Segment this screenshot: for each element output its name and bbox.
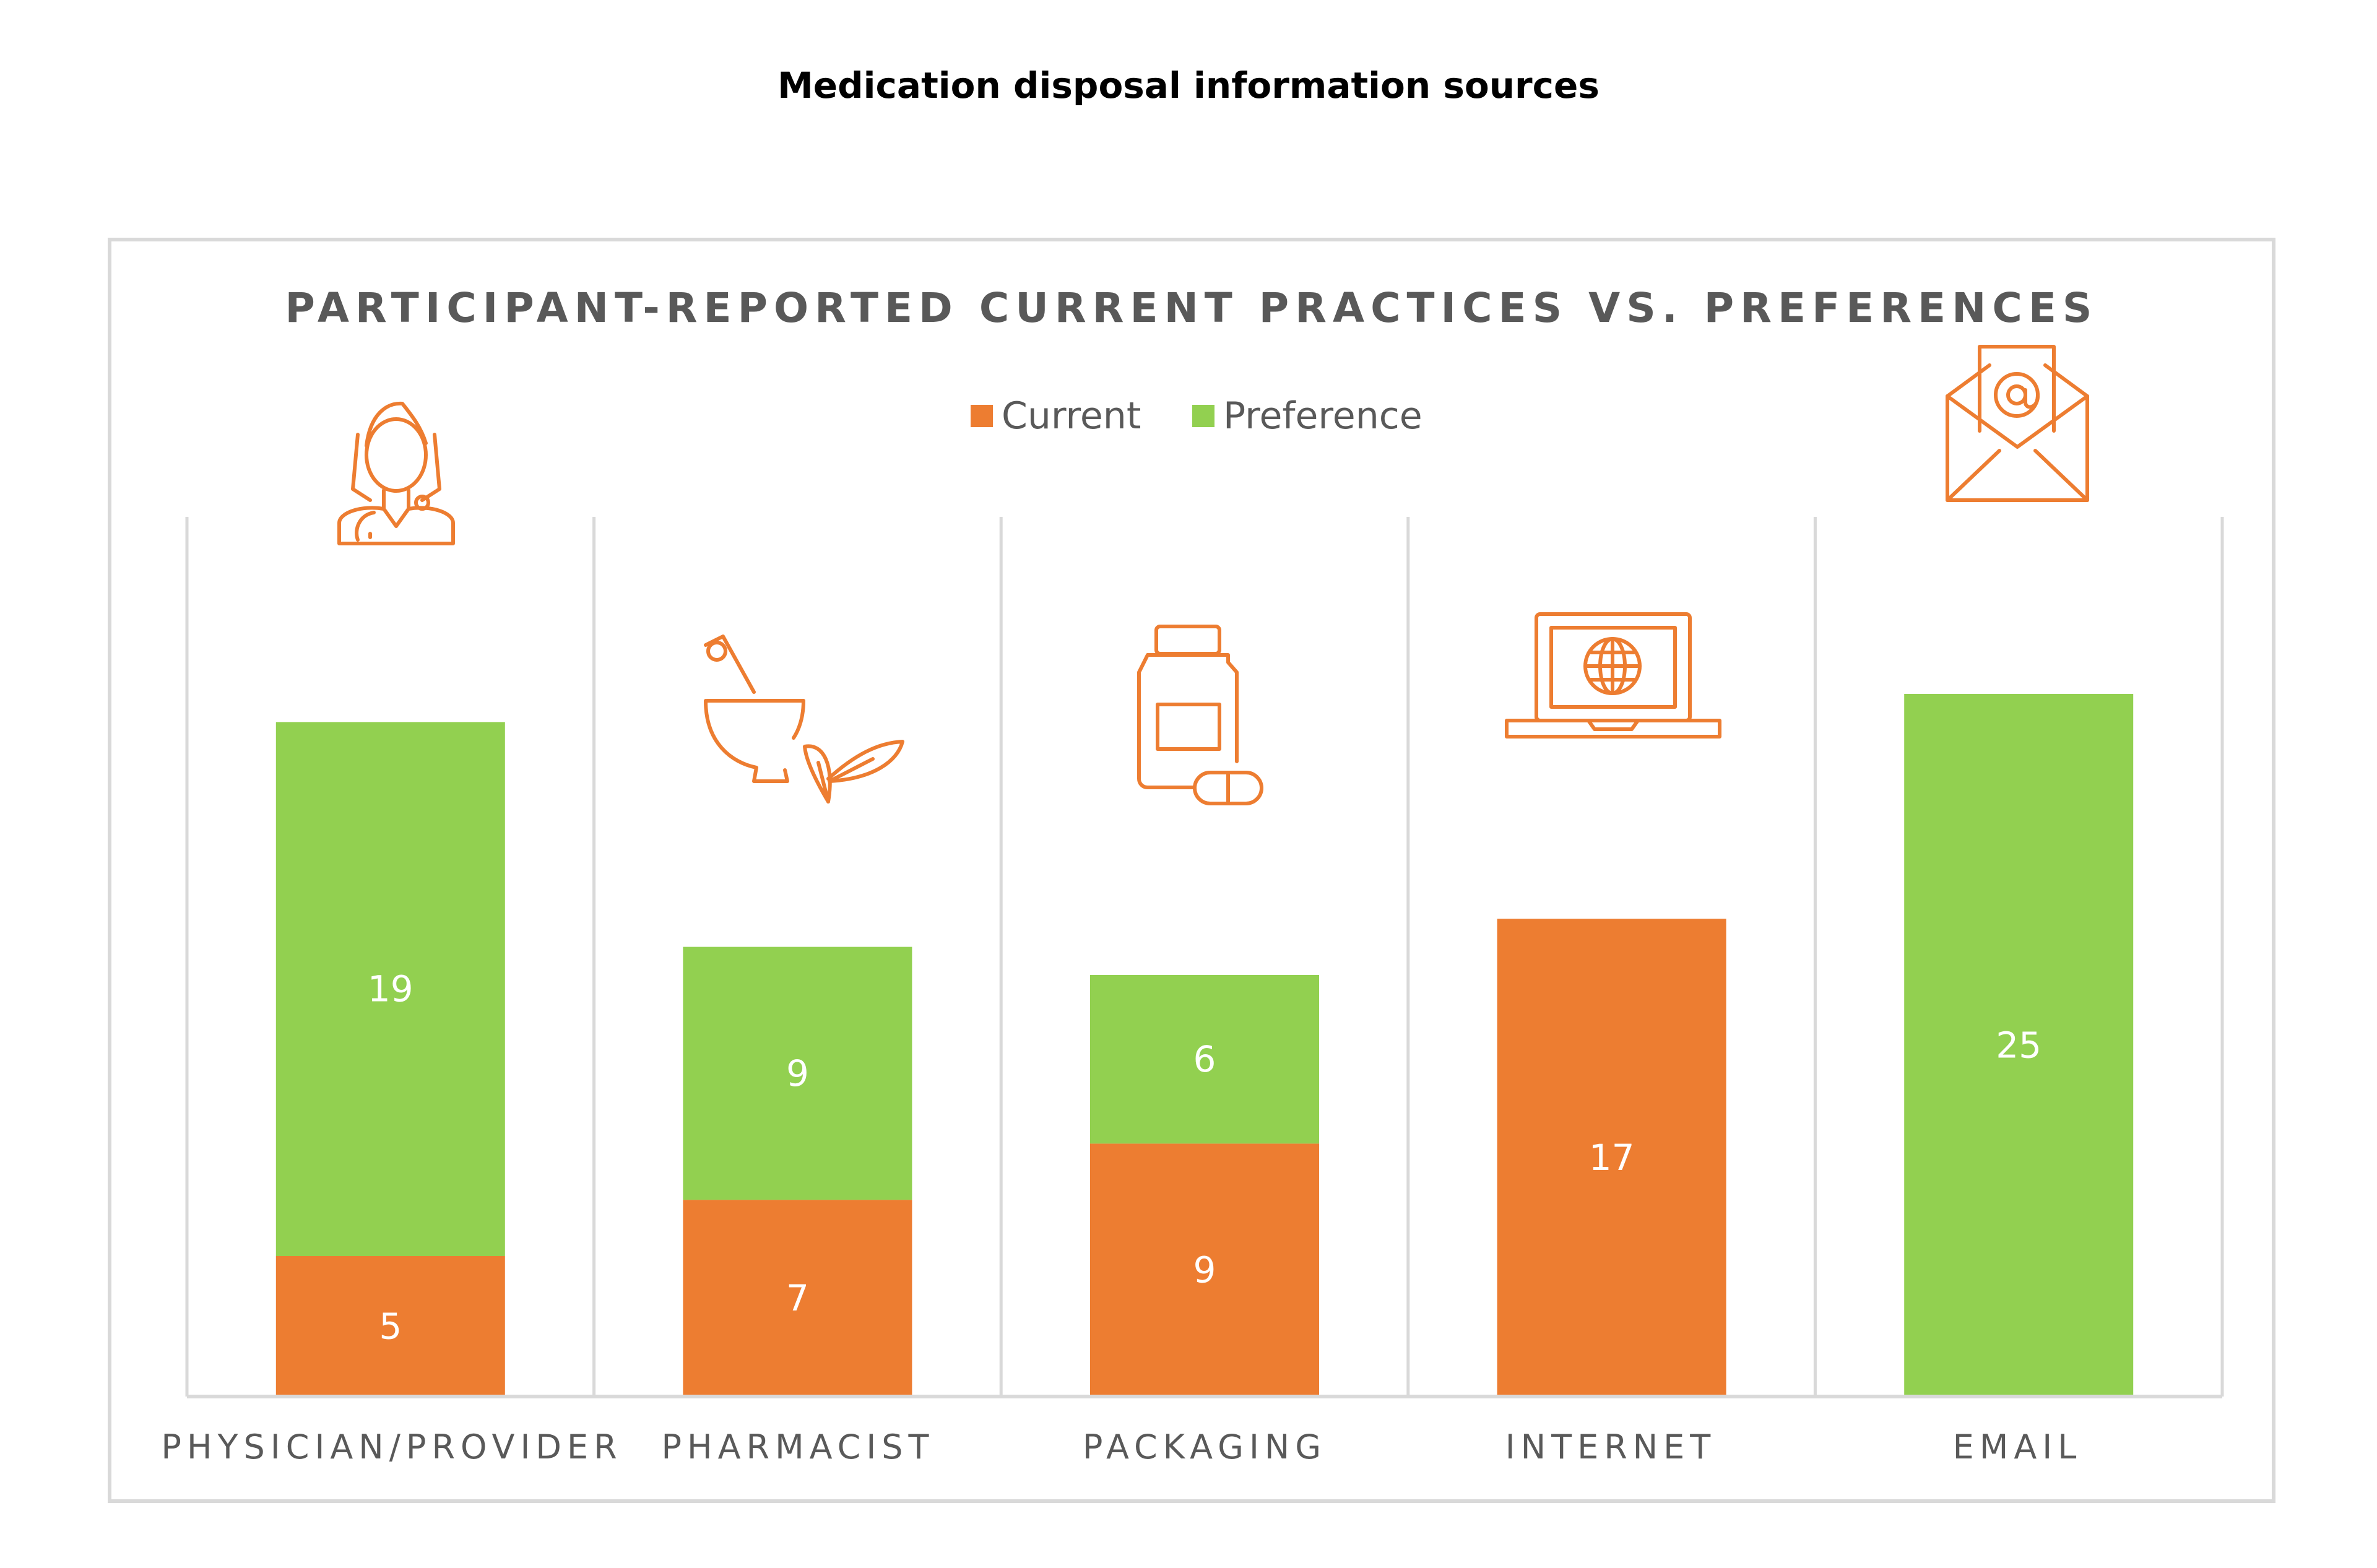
doctor-icon <box>337 401 455 545</box>
category-label-pharmacist: PHARMACIST <box>661 1427 934 1466</box>
chart-title: PARTICIPANT-REPORTED CURRENT PRACTICES V… <box>285 284 2098 332</box>
legend-swatch-current <box>971 405 993 427</box>
x-axis-labels: PHYSICIAN/PROVIDER PHARMACIST PACKAGING … <box>161 1427 2082 1466</box>
data-label-preference-pharmacist: 9 <box>786 1052 809 1094</box>
email-envelope-icon <box>1946 345 2089 502</box>
laptop-globe-icon <box>1505 612 1721 739</box>
category-label-packaging: PACKAGING <box>1083 1427 1327 1466</box>
category-label-physician-provider: PHYSICIAN/PROVIDER <box>161 1427 622 1466</box>
data-label-preference-packaging: 6 <box>1193 1038 1216 1080</box>
data-label-preference-email: 25 <box>1996 1024 2041 1067</box>
mortar-pestle-icon <box>704 635 904 803</box>
data-label-preference-physician-provider: 19 <box>368 968 413 1010</box>
medicine-bottle-icon <box>1137 625 1263 805</box>
bar-current-physician-provider <box>275 1256 505 1397</box>
bar-preference-email <box>1904 694 2134 1397</box>
legend: Current Preference <box>971 394 1422 438</box>
bar-current-internet <box>1497 919 1726 1397</box>
legend-label-current: Current <box>1002 394 1141 438</box>
data-label-current-physician-provider: 5 <box>379 1306 402 1348</box>
data-label-current-internet: 17 <box>1589 1137 1635 1179</box>
bar-preference-physician-provider <box>275 722 505 1257</box>
legend-swatch-preference <box>1192 405 1214 427</box>
figure-title: Medication disposal information sources <box>777 64 1600 106</box>
data-label-current-pharmacist: 7 <box>786 1277 809 1319</box>
bar-preference-packaging <box>1090 975 1319 1144</box>
bar-preference-pharmacist <box>683 946 912 1200</box>
category-label-internet: INTERNET <box>1505 1427 1716 1466</box>
category-label-email: EMAIL <box>1953 1427 2082 1466</box>
plot-area: 5 19 7 9 9 6 17 25 <box>185 517 2224 1398</box>
data-label-current-packaging: 9 <box>1193 1249 1216 1291</box>
bar-current-packaging <box>1090 1143 1319 1397</box>
legend-label-preference: Preference <box>1223 394 1422 438</box>
bar-current-pharmacist <box>683 1200 912 1397</box>
